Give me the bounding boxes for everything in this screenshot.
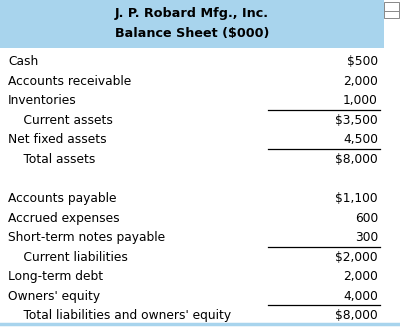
Text: J. P. Robard Mfg., Inc.: J. P. Robard Mfg., Inc. xyxy=(115,7,269,19)
Text: Long-term debt: Long-term debt xyxy=(8,270,103,283)
Bar xyxy=(0,0,384,48)
Text: $8,000: $8,000 xyxy=(335,153,378,166)
Text: $2,000: $2,000 xyxy=(335,251,378,264)
Text: Total liabilities and owners' equity: Total liabilities and owners' equity xyxy=(8,309,231,322)
Text: Current liabilities: Current liabilities xyxy=(8,251,128,264)
Text: $8,000: $8,000 xyxy=(335,309,378,322)
Text: Balance Sheet ($000): Balance Sheet ($000) xyxy=(115,27,269,39)
Text: 2,000: 2,000 xyxy=(343,75,378,88)
Text: $3,500: $3,500 xyxy=(335,114,378,127)
Text: 1,000: 1,000 xyxy=(343,94,378,107)
Text: Net fixed assets: Net fixed assets xyxy=(8,133,107,146)
Bar xyxy=(384,2,399,18)
Text: Inventories: Inventories xyxy=(8,94,77,107)
Text: Accounts receivable: Accounts receivable xyxy=(8,75,131,88)
Text: Total assets: Total assets xyxy=(8,153,95,166)
Text: $500: $500 xyxy=(347,55,378,68)
Text: $1,100: $1,100 xyxy=(335,192,378,205)
Text: Owners' equity: Owners' equity xyxy=(8,290,100,303)
Text: Accrued expenses: Accrued expenses xyxy=(8,212,120,225)
Text: 2,000: 2,000 xyxy=(343,270,378,283)
Text: 4,500: 4,500 xyxy=(343,133,378,146)
Text: Short-term notes payable: Short-term notes payable xyxy=(8,231,165,244)
Text: Accounts payable: Accounts payable xyxy=(8,192,116,205)
Text: Cash: Cash xyxy=(8,55,38,68)
Text: 300: 300 xyxy=(355,231,378,244)
Text: Current assets: Current assets xyxy=(8,114,113,127)
Text: 4,000: 4,000 xyxy=(343,290,378,303)
Text: 600: 600 xyxy=(355,212,378,225)
